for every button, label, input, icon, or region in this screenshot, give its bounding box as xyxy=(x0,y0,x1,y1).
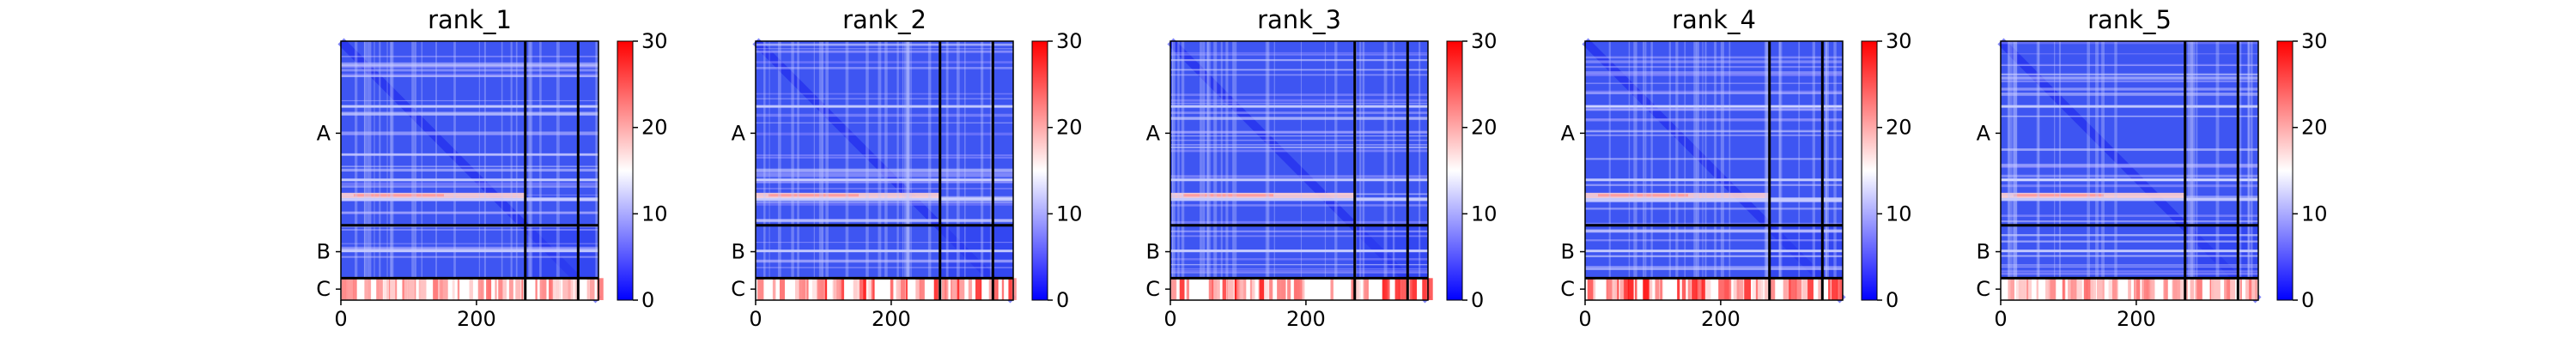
colorbar-tick-label: 0 xyxy=(1471,288,1484,312)
y-group-label: B xyxy=(1146,240,1160,264)
colorbar-tick-label: 0 xyxy=(1886,288,1899,312)
colorbar xyxy=(617,40,634,301)
colorbar-tick-label: 30 xyxy=(2301,29,2328,53)
colorbar-tick-label: 10 xyxy=(1471,202,1498,226)
c-row xyxy=(341,278,604,300)
colorbar-tick-label: 20 xyxy=(2301,116,2328,140)
heatmap-frame xyxy=(1584,40,1844,301)
y-group-label: A xyxy=(317,121,331,145)
x-tick-label: 200 xyxy=(872,307,911,331)
c-row xyxy=(756,278,1017,300)
y-group-label: A xyxy=(732,121,746,145)
y-group-label: C xyxy=(316,277,331,301)
high-error-row xyxy=(341,192,526,198)
row-stripes xyxy=(1170,51,1428,274)
column-stripes xyxy=(355,41,598,279)
y-group-label: B xyxy=(1561,240,1575,264)
y-group-label: A xyxy=(1561,121,1576,145)
colorbar-tick-label: 30 xyxy=(1471,29,1498,53)
colorbar-tick-label: 30 xyxy=(1056,29,1083,53)
panel-title: rank_5 xyxy=(2087,5,2172,34)
c-row xyxy=(2001,278,2258,300)
colorbar-tick-label: 10 xyxy=(1056,202,1083,226)
row-stripes xyxy=(2001,41,2258,275)
high-error-row xyxy=(756,192,941,198)
y-group-label: C xyxy=(1145,277,1160,301)
y-group-label: B xyxy=(317,240,331,264)
x-tick-label: 200 xyxy=(457,307,496,331)
x-tick-label: 200 xyxy=(1701,307,1741,331)
panel-title: rank_1 xyxy=(428,5,512,34)
colorbar xyxy=(1861,40,1878,301)
colorbar-tick-label: 10 xyxy=(641,202,668,226)
c-row xyxy=(1585,278,1844,300)
colorbar-tick-label: 20 xyxy=(1886,116,1912,140)
high-error-row xyxy=(2001,192,2186,198)
colorbar xyxy=(1031,40,1048,301)
panel-title: rank_4 xyxy=(1672,5,1756,34)
y-group-label: C xyxy=(1560,277,1575,301)
y-group-label: A xyxy=(1146,121,1161,145)
colorbar-tick-label: 20 xyxy=(1056,116,1083,140)
x-tick-label: 0 xyxy=(1163,307,1176,331)
colorbar-tick-label: 0 xyxy=(2301,288,2314,312)
x-tick-label: 0 xyxy=(749,307,762,331)
colorbar-tick-label: 10 xyxy=(1886,202,1912,226)
row-stripes xyxy=(1585,56,1843,270)
colorbar-tick-label: 20 xyxy=(641,116,668,140)
column-stripes xyxy=(1608,41,1837,279)
heatmap-frame xyxy=(340,40,599,301)
colorbar-tick-label: 30 xyxy=(1886,29,1912,53)
x-tick-label: 200 xyxy=(2117,307,2156,331)
high-error-row xyxy=(1170,192,1356,198)
colorbar-tick-label: 0 xyxy=(1056,288,1069,312)
heatmap-frame xyxy=(2000,40,2259,301)
x-tick-label: 0 xyxy=(1578,307,1591,331)
y-group-label: C xyxy=(731,277,745,301)
panel-title: rank_2 xyxy=(842,5,927,34)
colorbar xyxy=(1446,40,1463,301)
y-group-label: C xyxy=(1976,277,1990,301)
y-group-label: A xyxy=(1977,121,1991,145)
y-group-label: B xyxy=(732,240,745,264)
x-tick-label: 0 xyxy=(334,307,347,331)
y-group-label: B xyxy=(1977,240,1990,264)
colorbar xyxy=(2276,40,2293,301)
x-tick-label: 200 xyxy=(1286,307,1326,331)
heatmap-frame xyxy=(1170,40,1429,301)
heatmap-frame xyxy=(755,40,1014,301)
colorbar-tick-label: 10 xyxy=(2301,202,2328,226)
colorbar-tick-label: 30 xyxy=(641,29,668,53)
x-tick-label: 0 xyxy=(1994,307,2007,331)
high-error-row xyxy=(1585,192,1771,198)
colorbar-tick-label: 20 xyxy=(1471,116,1498,140)
panel-title: rank_3 xyxy=(1257,5,1341,34)
row-stripes xyxy=(756,43,1013,268)
colorbar-tick-label: 0 xyxy=(641,288,654,312)
column-stripes xyxy=(763,41,992,279)
c-row xyxy=(1170,278,1433,300)
